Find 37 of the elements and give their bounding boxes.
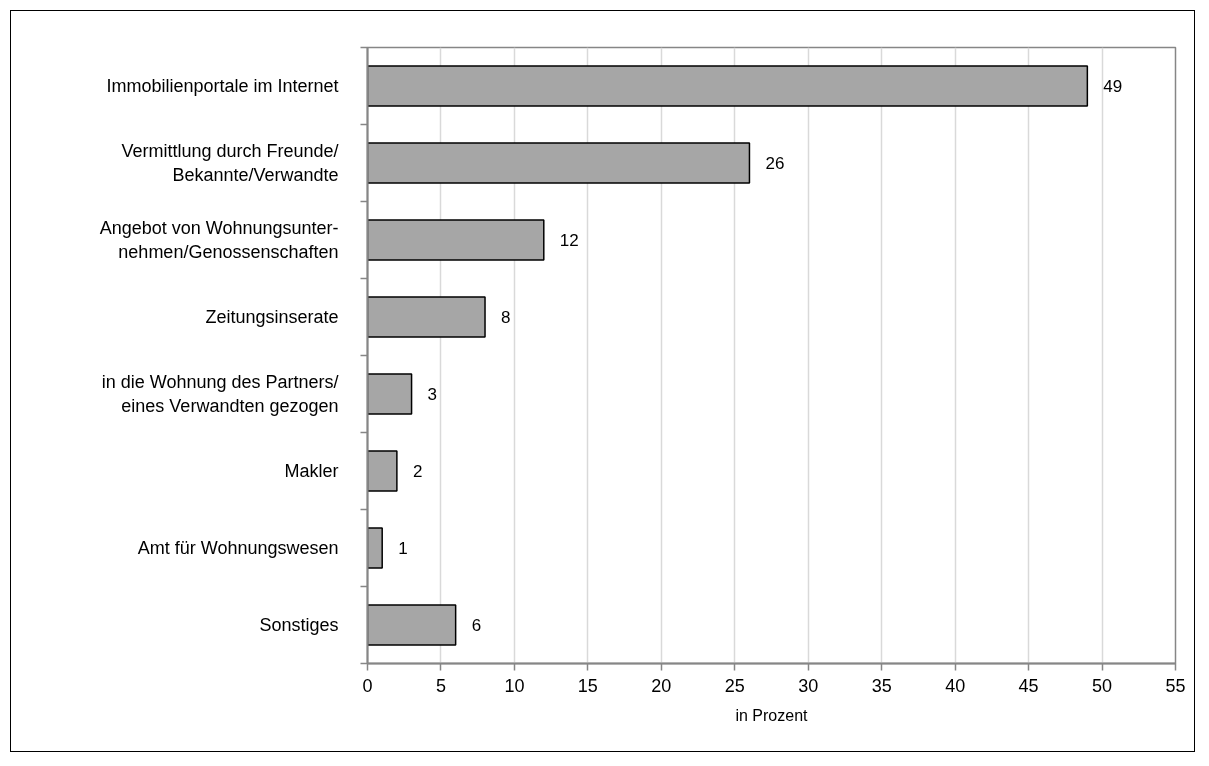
data-label: 26 bbox=[765, 154, 785, 173]
x-tick-label: 35 bbox=[871, 675, 892, 696]
bar bbox=[367, 65, 1089, 107]
data-label: 1 bbox=[398, 539, 408, 558]
y-tick-label: Amt für Wohnungswesen bbox=[137, 538, 339, 558]
data-label: 49 bbox=[1103, 77, 1123, 96]
data-label: 3 bbox=[427, 385, 438, 404]
x-tick-label: 0 bbox=[362, 675, 373, 696]
x-tick-label: 10 bbox=[504, 675, 525, 696]
data-label: 8 bbox=[501, 308, 511, 327]
x-tick-label: 25 bbox=[724, 675, 745, 696]
data-label: 2 bbox=[412, 462, 423, 481]
bar bbox=[367, 373, 413, 415]
bar bbox=[367, 527, 383, 569]
y-tick-label: Makler bbox=[284, 461, 339, 481]
y-tick-label: Vermittlung durch Freunde/ Bekannte/Verwandte bbox=[121, 141, 339, 185]
x-tick-label: 45 bbox=[1018, 675, 1039, 696]
data-label: 12 bbox=[559, 231, 579, 250]
y-tick-label: Angebot von Wohnungsunter- nehmen/Genossenschaften bbox=[99, 218, 339, 262]
x-tick-label: 15 bbox=[577, 675, 598, 696]
bar bbox=[367, 219, 545, 261]
bar bbox=[367, 296, 486, 338]
x-tick-label: 5 bbox=[435, 675, 446, 696]
bar bbox=[367, 604, 457, 646]
x-tick-label: 40 bbox=[945, 675, 966, 696]
data-label: 6 bbox=[471, 616, 482, 635]
x-tick-label: 55 bbox=[1165, 675, 1186, 696]
y-tick-label: Sonstiges bbox=[259, 615, 339, 635]
bar bbox=[367, 142, 751, 184]
bar bbox=[367, 450, 398, 492]
x-tick-label: 20 bbox=[651, 675, 672, 696]
x-tick-label: 30 bbox=[798, 675, 819, 696]
x-axis-title: in Prozent bbox=[735, 706, 809, 724]
y-tick-label: in die Wohnung des Partners/ eines Verwandten gezogen bbox=[101, 372, 339, 416]
y-tick-label: Immobilienportale im Internet bbox=[106, 76, 339, 96]
y-tick-label: Zeitungsinserate bbox=[205, 307, 339, 327]
x-tick-label: 50 bbox=[1092, 675, 1113, 696]
